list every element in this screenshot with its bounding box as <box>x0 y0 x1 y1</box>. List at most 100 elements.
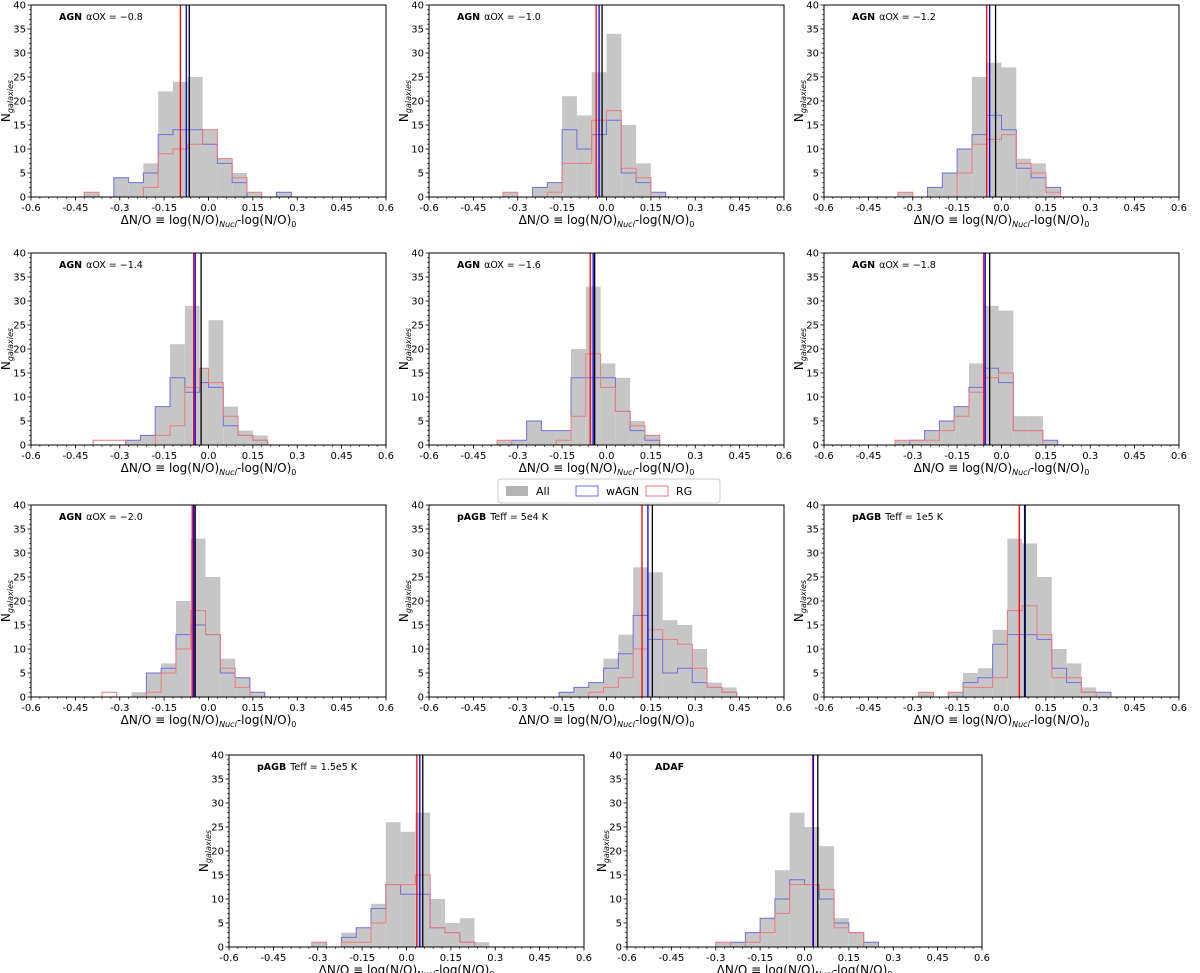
bar-all <box>84 192 100 197</box>
y-tick-label: 5 <box>218 919 224 930</box>
y-tick-label: 35 <box>13 25 26 36</box>
bar-all <box>205 577 221 697</box>
bar-all <box>199 368 209 445</box>
bar-all <box>161 663 176 697</box>
legend: All wAGN RG <box>497 478 721 504</box>
y-tick-label: 40 <box>806 1 819 12</box>
panel-agn-ox-1.0: -0.6 -0.45 -0.3 -0.15 0.0 0.15 0.3 0.45 0.6 0 5 10 1… <box>397 1 792 230</box>
bar-all <box>848 932 864 947</box>
y-tick-label: 10 <box>411 393 424 404</box>
y-tick-label: 40 <box>13 249 26 260</box>
legend-label-wagn: wAGN <box>606 485 639 498</box>
y-tick-label: 25 <box>13 321 26 332</box>
y-tick-label: 35 <box>411 525 424 536</box>
panel-title: AGN αOX = −0.8 <box>59 12 143 23</box>
x-tick-label: -0.15 <box>151 703 177 714</box>
bar-all <box>232 173 247 197</box>
y-tick-label: 10 <box>13 393 26 404</box>
bar-all <box>745 932 761 947</box>
bar-all <box>647 572 663 697</box>
bar-all <box>909 440 925 445</box>
bar-all <box>474 942 490 947</box>
y-tick-label: 5 <box>418 417 424 428</box>
bar-all <box>526 421 542 445</box>
y-tick-label: 10 <box>13 645 26 656</box>
step-rg <box>92 367 269 446</box>
x-tick-label: 0.3 <box>687 703 703 714</box>
y-tick-label: 25 <box>13 73 26 84</box>
x-tick-label: -0.15 <box>549 203 575 214</box>
bar-all <box>804 827 820 947</box>
y-tick-label: 35 <box>411 273 424 284</box>
y-tick-label: 15 <box>411 621 424 632</box>
x-axis-label: ΔN/O ≡ log(N/O)Nucl-log(N/O)0 <box>519 213 695 229</box>
bar-all <box>131 692 147 697</box>
x-tick-label: -0.3 <box>706 953 726 964</box>
x-tick-label: 0.6 <box>378 703 394 714</box>
panel-title: AGN αOX = −1.6 <box>457 260 541 271</box>
x-tick-label: 0.45 <box>528 953 550 964</box>
y-tick-label: 0 <box>20 693 26 704</box>
panel-agn-ox-1.8: -0.6 -0.45 -0.3 -0.15 0.0 0.15 0.3 0.45 0.6 0 5 10 1… <box>792 249 1187 478</box>
bar-all <box>963 673 978 697</box>
bar-all <box>834 918 849 947</box>
x-tick-label: 0.45 <box>1123 203 1145 214</box>
x-tick-label: -0.6 <box>21 203 41 214</box>
y-tick-label: 20 <box>411 345 424 356</box>
x-tick-label: 0.0 <box>994 203 1010 214</box>
x-axis-label: ΔN/O ≡ log(N/O)Nucl-log(N/O)0 <box>319 963 495 973</box>
panel-title: ADAF <box>655 762 684 773</box>
y-tick-label: 0 <box>813 441 819 452</box>
y-axis-label: Ngalaxies <box>397 580 413 622</box>
x-tick-label: 0.45 <box>728 451 750 462</box>
y-tick-label: 25 <box>13 573 26 584</box>
x-tick-label: 0.6 <box>1171 203 1187 214</box>
y-tick-label: 40 <box>806 501 819 512</box>
y-tick-label: 5 <box>418 669 424 680</box>
bar-all <box>707 682 722 697</box>
bar-all <box>1066 663 1082 697</box>
x-tick-label: -0.45 <box>260 953 286 964</box>
y-tick-label: 0 <box>418 193 424 204</box>
bar-all <box>998 310 1014 445</box>
bar-all <box>606 33 622 197</box>
bar-all <box>600 363 616 445</box>
x-tick-label: -0.45 <box>855 203 881 214</box>
bar-all <box>1051 649 1067 697</box>
x-tick-label: -0.45 <box>62 703 88 714</box>
x-tick-label: -0.3 <box>903 703 923 714</box>
x-tick-label: 0.3 <box>289 451 305 462</box>
x-tick-label: -0.45 <box>460 703 486 714</box>
x-tick-label: -0.3 <box>508 703 528 714</box>
bar-all <box>128 182 144 197</box>
panel-agn-ox-1.6: -0.6 -0.45 -0.3 -0.15 0.0 0.15 0.3 0.45 0.6 0 5 10 1… <box>397 249 792 478</box>
y-tick-label: 15 <box>13 121 26 132</box>
y-tick-label: 0 <box>616 943 622 954</box>
y-tick-label: 25 <box>806 73 819 84</box>
y-tick-label: 10 <box>806 393 819 404</box>
bar-all <box>971 77 987 197</box>
panel-title: pAGB Teff = 1.5e5 K <box>257 762 358 773</box>
bar-all <box>143 163 159 197</box>
bar-all <box>895 440 910 445</box>
y-tick-label: 40 <box>411 249 424 260</box>
bar-all <box>630 421 645 445</box>
y-tick-label: 25 <box>411 573 424 584</box>
x-tick-label: 0.45 <box>728 203 750 214</box>
bar-all <box>125 440 141 445</box>
bar-all <box>356 927 371 947</box>
x-tick-label: 0.3 <box>885 953 901 964</box>
bar-all <box>715 942 731 947</box>
bar-all <box>444 923 460 947</box>
y-tick-label: 30 <box>13 549 26 560</box>
x-tick-label: 0.3 <box>687 203 703 214</box>
y-tick-label: 20 <box>13 97 26 108</box>
bar-all <box>1016 158 1032 197</box>
bar-all <box>730 942 746 947</box>
x-tick-label: 0.15 <box>1035 451 1057 462</box>
bar-all <box>1042 440 1058 445</box>
panel-title: pAGB Teff = 5e4 K <box>457 512 549 523</box>
bar-all <box>573 687 589 697</box>
